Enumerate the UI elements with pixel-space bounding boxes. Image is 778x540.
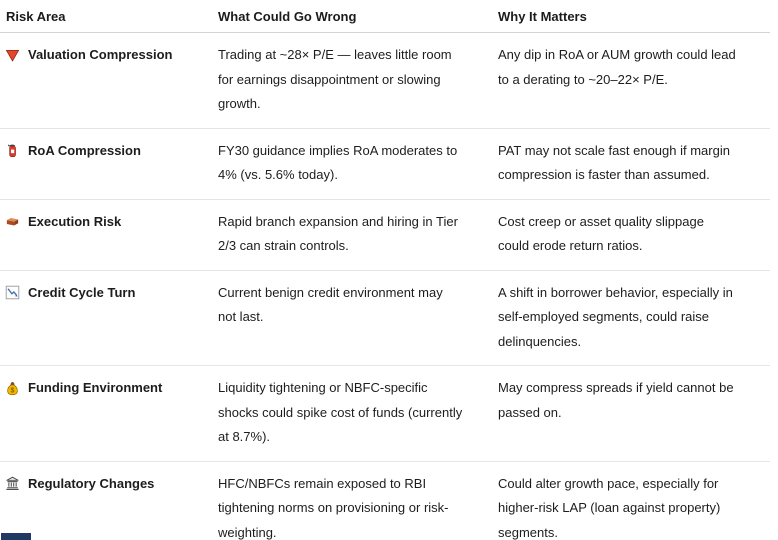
why-it-matters-cell: Any dip in RoA or AUM growth could lead … — [498, 32, 770, 129]
why-it-matters-cell: PAT may not scale fast enough if margin … — [498, 128, 770, 200]
what-could-go-wrong-cell: Liquidity tightening or NBFC-specific sh… — [218, 365, 498, 462]
risk-area-label: RoA Compression — [28, 142, 141, 158]
money-bag-icon: $ — [5, 381, 20, 396]
risk-area-label: Valuation Compression — [28, 47, 173, 62]
cell-text: Cost creep or asset quality slippage cou… — [498, 213, 704, 254]
what-could-go-wrong-cell: Current benign credit environment may no… — [218, 270, 498, 366]
what-could-go-wrong-cell: HFC/NBFCs remain exposed to RBI tighteni… — [218, 461, 498, 540]
table-row: $ Funding Environment Liquidity tighteni… — [0, 365, 770, 462]
column-header-why-it-matters: Why It Matters — [498, 0, 770, 33]
cell-text: HFC/NBFCs remain exposed to RBI tighteni… — [218, 475, 449, 540]
table-row: RoA Compression FY30 guidance implies Ro… — [0, 128, 770, 200]
why-it-matters-cell: A shift in borrower behavior, especially… — [498, 270, 770, 366]
cell-text: Rapid branch expansion and hiring in Tie… — [218, 213, 458, 254]
why-it-matters-cell: Could alter growth pace, especially for … — [498, 461, 770, 540]
cell-text: A shift in borrower behavior, especially… — [498, 284, 733, 349]
risk-area-label: Credit Cycle Turn — [28, 284, 136, 300]
risk-area-label: Execution Risk — [28, 213, 122, 229]
cell-text: Current benign credit environment may no… — [218, 284, 443, 325]
cell-text: Liquidity tightening or NBFC-specific sh… — [218, 380, 463, 444]
what-could-go-wrong-cell: FY30 guidance implies RoA moderates to 4… — [218, 128, 498, 200]
why-it-matters-cell: May compress spreads if yield cannot be … — [498, 365, 770, 462]
what-could-go-wrong-cell: Trading at ~28× P/E — leaves little room… — [218, 32, 498, 129]
table-row: Credit Cycle Turn Current benign credit … — [0, 270, 770, 366]
cell-text: Could alter growth pace, especially for … — [498, 475, 721, 540]
table-row: Regulatory Changes HFC/NBFCs remain expo… — [0, 461, 770, 540]
why-it-matters-cell: Cost creep or asset quality slippage cou… — [498, 199, 770, 271]
cropped-window-fragment — [1, 533, 31, 540]
fire-extinguisher-icon — [5, 143, 20, 158]
table-row: Execution Risk Rapid branch expansion an… — [0, 199, 770, 271]
risk-area-label: Funding Environment — [28, 380, 163, 395]
column-header-risk-area: Risk Area — [0, 0, 218, 33]
cell-text: May compress spreads if yield cannot be … — [498, 380, 734, 420]
chart-decreasing-icon — [5, 285, 20, 300]
header-row: Risk Area What Could Go Wrong Why It Mat… — [0, 0, 770, 33]
risk-area-label: Regulatory Changes — [28, 475, 155, 491]
cell-text: FY30 guidance implies RoA moderates to 4… — [218, 142, 458, 183]
triangle-down-icon — [5, 48, 20, 63]
what-could-go-wrong-cell: Rapid branch expansion and hiring in Tie… — [218, 199, 498, 271]
classical-building-icon — [5, 476, 20, 491]
cell-text: Trading at ~28× P/E — leaves little room… — [218, 47, 452, 111]
brick-icon — [5, 214, 20, 229]
cell-text: Any dip in RoA or AUM growth could lead … — [498, 47, 736, 87]
table-row: Valuation Compression Trading at ~28× P/… — [0, 32, 770, 129]
cell-text: PAT may not scale fast enough if margin … — [498, 142, 730, 183]
svg-text:$: $ — [11, 387, 15, 394]
column-header-what-could-go-wrong: What Could Go Wrong — [218, 0, 498, 33]
